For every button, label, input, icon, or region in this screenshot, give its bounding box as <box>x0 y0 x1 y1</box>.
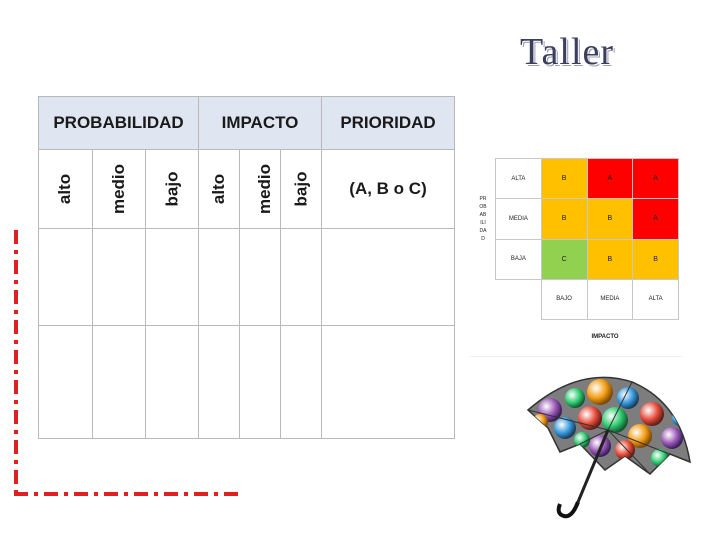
matrix-x-axis-label: IMPACTO <box>591 334 619 340</box>
matrix-cell: A <box>632 157 679 200</box>
label-prob-alto: alto <box>55 173 75 205</box>
matrix-col-label: BAJO <box>540 278 588 321</box>
empty-cell[interactable] <box>38 325 93 439</box>
dashed-bracket-horizontal <box>14 492 240 496</box>
empty-cell[interactable] <box>239 325 281 439</box>
sub-prob-medio: medio <box>92 149 146 229</box>
empty-cell[interactable] <box>198 228 240 326</box>
matrix-row-label: MEDIA <box>495 198 542 240</box>
matrix-y-axis-label: PROBABILIDAD <box>479 196 487 242</box>
risk-priority-matrix: ALTA B A A MEDIA B B A BAJA C B B BAJO M… <box>495 157 679 321</box>
slide-title: Taller <box>520 31 615 73</box>
label-imp-bajo: bajo <box>291 171 311 207</box>
matrix-cell: B <box>586 198 634 240</box>
header-probabilidad: PROBABILIDAD <box>38 96 199 150</box>
label-prio-hint: (A, B o C) <box>349 179 427 198</box>
empty-cell[interactable] <box>145 228 199 326</box>
dashed-bracket-vertical <box>14 230 18 496</box>
matrix-cell: B <box>632 238 679 280</box>
empty-cell[interactable] <box>38 228 93 326</box>
empty-cell[interactable] <box>321 228 456 326</box>
label-prob-medio: medio <box>109 163 128 215</box>
umbrella-image <box>526 376 691 519</box>
header-prioridad: PRIORIDAD <box>321 96 456 150</box>
matrix-cell: C <box>540 238 588 280</box>
sub-prio-hint: (A, B o C) <box>321 149 456 229</box>
label-prob-bajo: bajo <box>161 171 181 207</box>
matrix-frame <box>470 150 682 357</box>
empty-cell[interactable] <box>92 325 146 439</box>
sub-imp-bajo: bajo <box>279 149 323 229</box>
empty-cell[interactable] <box>279 325 323 439</box>
empty-cell[interactable] <box>145 325 199 439</box>
empty-cell[interactable] <box>198 325 240 439</box>
empty-cell[interactable] <box>321 325 456 439</box>
label-imp-alto: alto <box>208 173 228 205</box>
empty-cell[interactable] <box>239 228 281 326</box>
matrix-cell: A <box>632 198 679 240</box>
matrix-cell: B <box>540 157 588 200</box>
sub-imp-alto: alto <box>198 149 240 229</box>
matrix-cell: A <box>586 157 634 200</box>
empty-cell[interactable] <box>92 228 146 326</box>
matrix-row-label: BAJA <box>495 238 542 280</box>
header-impacto: IMPACTO <box>197 96 323 150</box>
risk-evaluation-table: PROBABILIDAD IMPACTO PRIORIDAD alto medi… <box>38 96 456 439</box>
sub-imp-medio: medio <box>239 149 281 229</box>
matrix-col-label: ALTA <box>632 278 679 321</box>
sub-prob-alto: alto <box>38 149 93 229</box>
matrix-cell: B <box>586 238 634 280</box>
sub-prob-bajo: bajo <box>145 149 199 229</box>
label-imp-medio: medio <box>255 163 275 215</box>
matrix-cell: B <box>540 198 588 240</box>
matrix-corner <box>495 279 542 320</box>
matrix-row-label: ALTA <box>495 157 542 200</box>
empty-cell[interactable] <box>279 228 323 326</box>
matrix-col-label: MEDIA <box>586 278 634 321</box>
